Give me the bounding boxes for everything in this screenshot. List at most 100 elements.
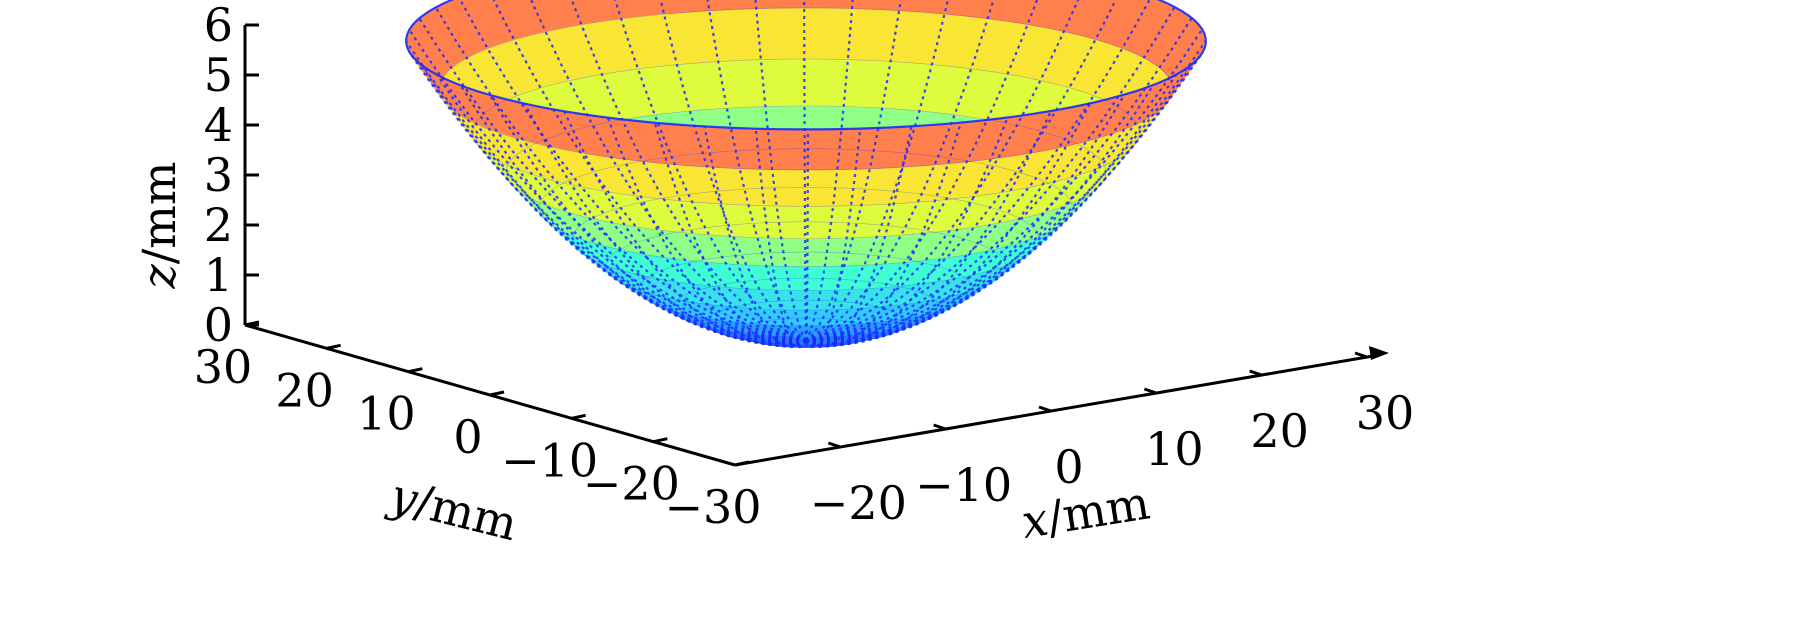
x-tick-label: 20 xyxy=(1250,404,1309,458)
surface-patch xyxy=(807,205,830,239)
surface-patch xyxy=(966,0,994,19)
surface-patch xyxy=(779,7,805,60)
y-tick xyxy=(571,413,586,420)
surface-patch xyxy=(1007,0,1038,25)
y-tick-label: 10 xyxy=(357,387,416,441)
x-tick-label: 10 xyxy=(1145,422,1204,476)
mesh-radial-line xyxy=(805,0,902,342)
surface-patch xyxy=(875,0,902,11)
y-tick xyxy=(244,320,260,327)
y-tick-label: 20 xyxy=(275,363,334,417)
y-tick-label: −30 xyxy=(664,480,761,534)
x-axis-title: x/mm xyxy=(1018,475,1154,548)
x-axis-arrow-icon xyxy=(1369,346,1389,360)
y-tick-label: 0 xyxy=(453,410,482,464)
mesh-radial-line xyxy=(805,0,1080,343)
mesh-radial-line xyxy=(804,129,810,348)
mesh-radial-line xyxy=(805,28,1204,343)
x-tick xyxy=(1354,351,1368,359)
surface-patch xyxy=(803,7,829,60)
mesh-radial-line xyxy=(570,0,807,343)
surface-patch xyxy=(755,7,783,60)
y-tick xyxy=(408,367,423,374)
y-tick xyxy=(326,343,341,350)
mesh-radial-line xyxy=(805,40,1207,343)
z-tick-label: 5 xyxy=(204,48,233,102)
surface-patch xyxy=(807,169,833,207)
surface-mesh xyxy=(405,0,1207,349)
surface-patch xyxy=(851,0,878,10)
x-tick xyxy=(1249,369,1263,377)
mesh-radial-line xyxy=(530,0,807,343)
surface-patch xyxy=(803,0,829,9)
mesh-radial-line xyxy=(805,116,1009,347)
mesh-radial-line xyxy=(405,40,807,343)
mesh-radial-line xyxy=(805,0,949,342)
x-tick-label: 30 xyxy=(1356,386,1415,440)
mesh-radial-line xyxy=(434,6,807,343)
surface-patch xyxy=(707,0,734,12)
x-tick xyxy=(933,423,947,431)
mesh-ring xyxy=(539,148,1073,267)
mesh-radial-line xyxy=(606,117,807,347)
mesh-radial-line xyxy=(703,126,807,349)
surface-patch xyxy=(898,0,925,13)
mesh-radial-line xyxy=(805,6,1176,343)
x-tick-label: −10 xyxy=(915,458,1012,512)
x-tick xyxy=(1038,405,1052,413)
mesh-radial-line xyxy=(805,110,1052,347)
mesh-radial-line xyxy=(805,17,1193,343)
y-tick xyxy=(489,390,505,397)
x-axis-line xyxy=(734,353,1380,467)
surface-patch xyxy=(944,0,972,17)
surface-patch xyxy=(987,0,1016,22)
mesh-radial-line xyxy=(492,0,807,343)
mesh-radial-line xyxy=(489,94,807,345)
mesh-radial-line xyxy=(803,0,808,342)
z-tick-label: 3 xyxy=(204,148,233,202)
y-tick-label: −10 xyxy=(501,433,598,487)
z-axis-title: z/mm xyxy=(132,162,186,290)
z-tick-label: 2 xyxy=(204,198,233,252)
mesh-radial-line xyxy=(563,110,807,347)
surface-patch xyxy=(921,0,949,15)
y-tick xyxy=(653,437,668,444)
x-tick xyxy=(1143,387,1157,395)
x-tick-label: −20 xyxy=(810,476,907,530)
mesh-radial-line xyxy=(805,51,1204,343)
surface-patch xyxy=(1045,0,1079,32)
surface-patch xyxy=(683,0,710,13)
z-tick-label: 1 xyxy=(204,248,233,302)
surface-patch xyxy=(803,58,827,107)
mesh-radial-line xyxy=(805,63,1194,343)
y-tick xyxy=(734,460,750,467)
surface-patch xyxy=(807,128,835,171)
mesh-radial-line xyxy=(805,122,962,348)
x-tick xyxy=(827,441,841,449)
mesh-radial-line xyxy=(418,17,807,343)
mesh-ring xyxy=(739,317,873,348)
z-tick-label: 0 xyxy=(204,298,233,352)
x-tick-label: 0 xyxy=(1054,440,1083,494)
mesh-radial-line xyxy=(653,122,807,348)
surface-patch xyxy=(779,0,805,9)
surface-patch xyxy=(755,0,781,9)
mesh-radial-line xyxy=(614,0,807,343)
surface-patch xyxy=(660,0,687,15)
mesh-radial-line xyxy=(805,0,1117,343)
surface-patch xyxy=(782,58,805,107)
y-tick-label: 30 xyxy=(194,340,253,394)
mesh-radial-line xyxy=(419,63,807,343)
mesh-radial-line xyxy=(659,0,807,342)
y-tick-label: −20 xyxy=(583,457,680,511)
mesh-radial-line xyxy=(805,0,1039,343)
surface-patch xyxy=(731,0,757,10)
z-tick-label: 4 xyxy=(204,98,233,152)
mesh-radial-line xyxy=(805,102,1092,346)
surface-patch xyxy=(827,0,853,9)
mesh-radial-line xyxy=(706,0,807,342)
surface-patch xyxy=(825,7,853,60)
mesh-radial-line xyxy=(408,29,807,343)
